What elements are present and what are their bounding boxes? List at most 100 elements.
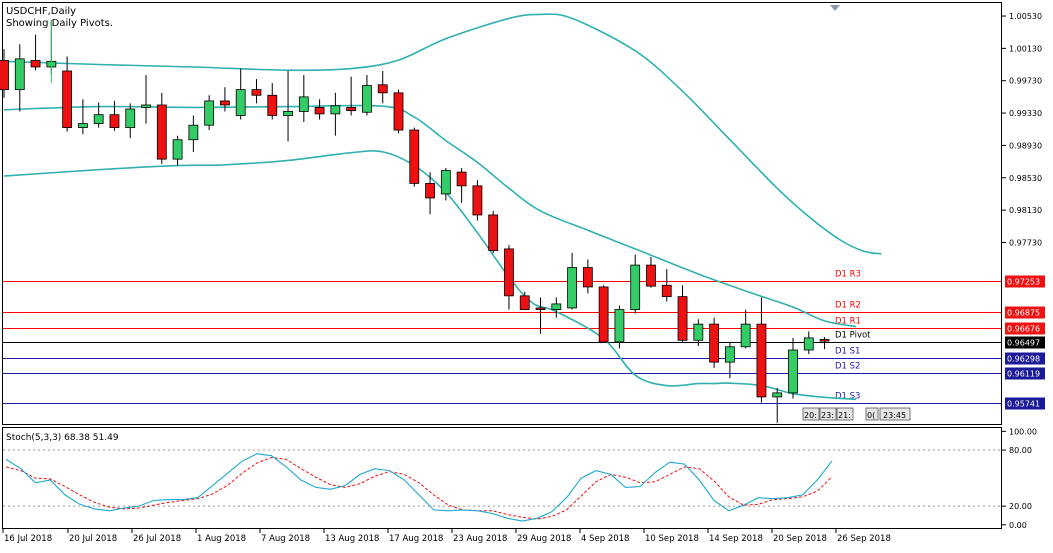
stoch-tick-label: 20.00 [1009, 502, 1032, 511]
candle [362, 75, 372, 116]
middle-band-line [3, 104, 857, 328]
candle-body [30, 60, 41, 68]
candle-body [14, 58, 25, 91]
candle [125, 103, 136, 139]
price-label: 0.96676 [1007, 325, 1040, 334]
pivot-line-label: D1 S3 [835, 392, 860, 402]
candle [298, 75, 309, 122]
candle [756, 297, 767, 403]
stoch-tick-label: 100.00 [1009, 427, 1037, 436]
candle [30, 34, 41, 71]
candle [330, 92, 341, 136]
candle [251, 79, 262, 104]
y-tick-label: 0.99330 [1009, 109, 1042, 118]
candle [14, 44, 25, 112]
candle-body [661, 284, 672, 298]
x-tick-label: 20 Sep 2018 [773, 534, 827, 544]
candle [709, 317, 719, 368]
candle-body [141, 104, 151, 108]
candle [630, 254, 641, 314]
candle-body [267, 94, 278, 116]
candle-body [235, 89, 246, 116]
stoch-tick-label: 0.00 [1009, 521, 1027, 530]
candle [677, 285, 688, 342]
x-tick-label: 26 Jul 2018 [133, 534, 181, 544]
candle [819, 337, 830, 350]
pivot-line-label: D1 R3 [835, 270, 861, 280]
candle-body [472, 185, 483, 216]
candle [440, 168, 451, 201]
x-tick-label: 23 Aug 2018 [453, 534, 507, 544]
candle [393, 89, 404, 134]
candle-body [283, 111, 293, 116]
candle-body [519, 295, 530, 310]
candle-body [646, 264, 656, 287]
price-label-box [1005, 275, 1045, 288]
candle [314, 99, 325, 120]
stoch-signal-line [5, 456, 833, 520]
candle-body [204, 100, 215, 126]
candle-body [314, 107, 325, 115]
x-tick-label: 1 Aug 2018 [197, 534, 246, 544]
candle-body [567, 267, 577, 309]
pivot-line-label: D1 R1 [835, 317, 861, 327]
y-tick-label: 0.97730 [1009, 238, 1042, 247]
stoch-main-line [5, 453, 833, 522]
candle-body [330, 105, 341, 115]
candle-body [298, 96, 309, 112]
candle-body [677, 296, 688, 341]
candle-body [362, 85, 372, 113]
candle-body [709, 323, 719, 363]
lower-band-line [3, 150, 857, 401]
candle-body [78, 123, 88, 129]
candle [283, 71, 293, 142]
symbol-label: USDCHF,Daily [6, 6, 76, 17]
y-tick-label: 1.00530 [1009, 12, 1042, 21]
pivot-line-label: D1 Pivot [835, 331, 871, 341]
candle [62, 56, 73, 132]
candle [472, 180, 483, 221]
stoch-panel-frame [2, 427, 1002, 529]
candle [346, 76, 357, 116]
candle-body [582, 267, 593, 288]
candle [78, 99, 88, 135]
candle-body [488, 214, 499, 251]
x-tick-label: 10 Sep 2018 [645, 534, 699, 544]
x-tick-label: 4 Sep 2018 [581, 534, 629, 544]
price-label-box [1005, 322, 1045, 335]
candle [109, 100, 120, 131]
candle-body [456, 171, 467, 187]
candle-body [598, 286, 609, 343]
candle [0, 49, 9, 98]
candle [551, 297, 562, 318]
candle-body [551, 303, 562, 310]
chart-shift-marker-icon[interactable] [830, 5, 840, 11]
price-label-box [1005, 367, 1045, 380]
candle [235, 68, 246, 120]
candle [141, 75, 151, 124]
x-tick-label: 13 Aug 2018 [325, 534, 379, 544]
candle [740, 309, 751, 349]
candle-body [156, 104, 167, 160]
candle-body [724, 346, 735, 363]
candle [172, 135, 183, 166]
price-label: 0.96875 [1007, 309, 1040, 318]
timer-box-5: 23:45 [883, 411, 906, 420]
candle-body [188, 124, 199, 141]
y-tick-label: 1.00130 [1009, 44, 1042, 53]
candle-body [440, 170, 451, 195]
candle-body [109, 114, 120, 129]
pivots-label: Showing Daily Pivots. [6, 18, 113, 29]
pivot-line-label: D1 S1 [835, 347, 860, 357]
candle [220, 87, 230, 112]
candle-body [172, 139, 183, 160]
timer-box-3: 21: [838, 411, 851, 420]
candle-body [93, 114, 104, 124]
timer-box-4: 0( [867, 411, 875, 420]
price-label-box [1005, 352, 1045, 365]
candle [377, 71, 388, 104]
candle-body [772, 392, 783, 398]
price-label: 0.97253 [1007, 278, 1040, 287]
